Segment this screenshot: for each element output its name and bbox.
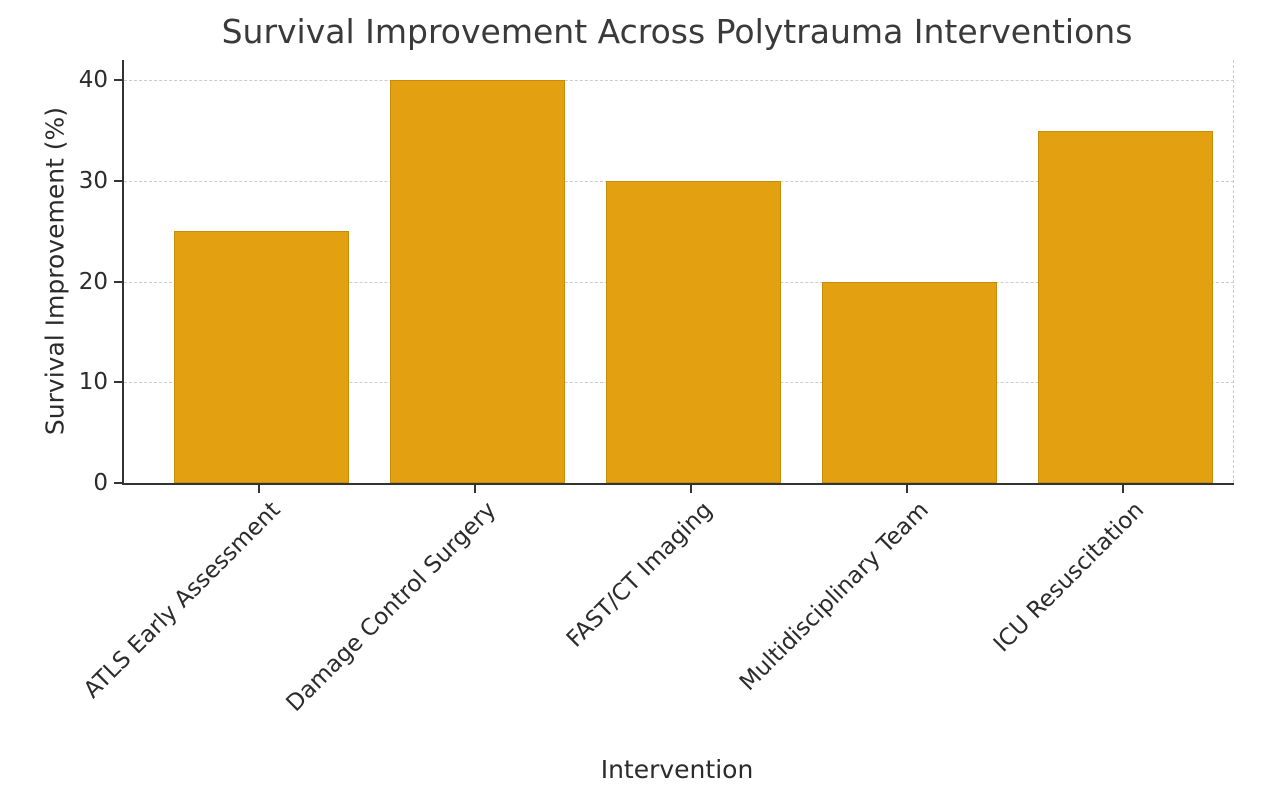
bar: [389, 80, 565, 483]
x-tick-mark: [1122, 485, 1124, 493]
gridline: [124, 80, 1234, 82]
x-tick-mark: [690, 485, 692, 493]
x-tick-mark: [474, 485, 476, 493]
x-tick-mark: [906, 485, 908, 493]
right-spine-dashed: [1233, 60, 1234, 483]
y-tick-mark: [114, 280, 122, 283]
y-tick-mark: [114, 179, 122, 182]
plot-area: [122, 60, 1234, 485]
chart-title: Survival Improvement Across Polytrauma I…: [221, 12, 1133, 51]
bar: [605, 180, 781, 483]
y-tick-label: 40: [78, 67, 108, 94]
bar: [821, 281, 997, 483]
y-tick-label: 0: [93, 470, 108, 496]
y-tick-mark: [114, 79, 122, 82]
y-tick-mark: [114, 381, 122, 384]
y-tick-label: 30: [78, 167, 108, 194]
y-tick-mark: [114, 482, 122, 484]
y-tick-label: 10: [78, 369, 108, 396]
y-tick-label: 20: [78, 268, 108, 295]
bar: [173, 231, 349, 483]
x-axis-label: Intervention: [600, 755, 754, 784]
bar: [1037, 130, 1213, 483]
x-tick-mark: [258, 485, 260, 493]
